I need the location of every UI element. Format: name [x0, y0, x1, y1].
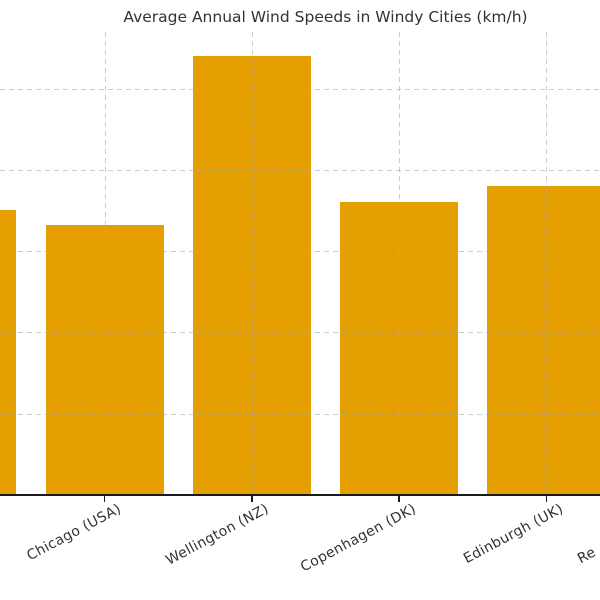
y-gridline [0, 413, 600, 415]
x-gridline [104, 32, 106, 495]
x-axis-line [0, 494, 600, 496]
x-gridline [399, 32, 401, 495]
y-gridline [0, 251, 600, 253]
x-label-wellington-nz: Wellington (NZ) [163, 501, 272, 569]
x-tick [545, 495, 548, 502]
chart-title: Average Annual Wind Speeds in Windy Citi… [123, 8, 528, 26]
x-tick [103, 495, 106, 502]
x-gridline [546, 32, 548, 495]
x-gridline [251, 32, 253, 495]
y-gridline [0, 169, 600, 171]
x-tick [251, 495, 253, 502]
x-label-copenhagen-dk: Copenhagen (DK) [297, 501, 419, 576]
x-label-chicago-usa: Chicago (USA) [24, 501, 125, 565]
x-tick [398, 495, 400, 502]
bar-edinburgh-uk [487, 186, 600, 495]
y-gridline [0, 332, 600, 334]
x-label-edinburgh-uk: Edinburgh (UK) [460, 501, 566, 568]
bar-cropped-left [0, 210, 17, 495]
x-label-fragment: Re [575, 544, 599, 568]
y-gridline [0, 88, 600, 90]
